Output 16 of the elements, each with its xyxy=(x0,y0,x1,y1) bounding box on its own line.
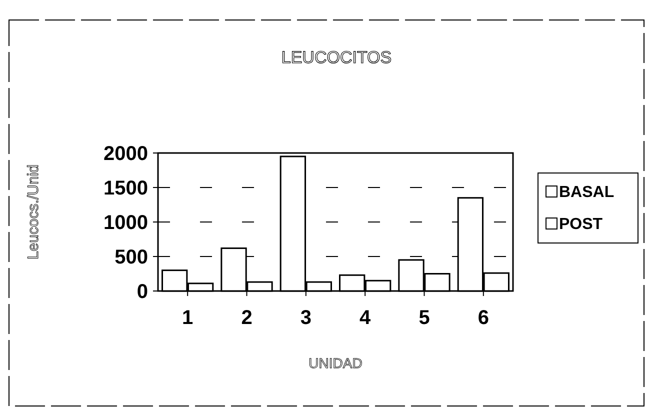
x-tick-label: 6 xyxy=(478,307,489,329)
legend-label: POST xyxy=(559,216,603,233)
legend-label: BASAL xyxy=(559,184,614,201)
x-axis-title: UNIDAD xyxy=(308,355,362,371)
x-tick-label: 5 xyxy=(418,307,430,329)
y-tick-label: 0 xyxy=(136,281,148,303)
y-tick-label: 1500 xyxy=(104,178,148,200)
x-tick-label: 2 xyxy=(241,307,252,329)
y-tick-label: 2000 xyxy=(104,143,148,165)
y-tick-label: 500 xyxy=(114,246,148,268)
x-tick-label: 1 xyxy=(182,307,194,329)
x-tick-label: 3 xyxy=(300,307,312,329)
y-axis-title: Leucocs./Unid xyxy=(25,164,42,260)
x-tick-label: 4 xyxy=(360,307,372,329)
chart-title: LEUCOCITOS xyxy=(281,48,392,67)
y-tick-label: 1000 xyxy=(104,212,148,234)
